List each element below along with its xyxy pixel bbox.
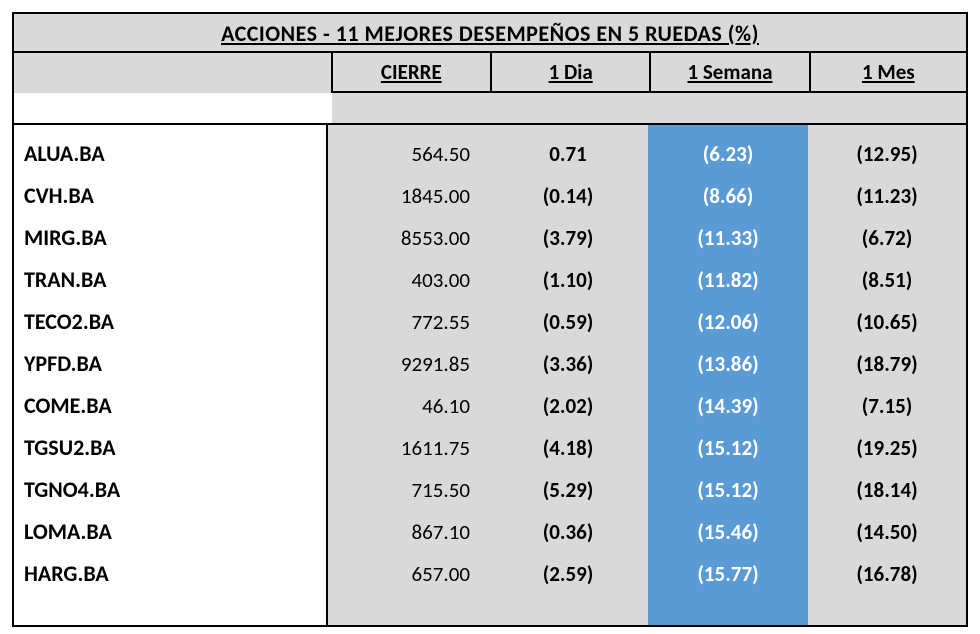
cierre-cell: 772.55 (328, 301, 488, 343)
ticker-cell: COME.BA (24, 385, 326, 427)
dia-cell: (3.79) (488, 217, 648, 259)
values-area: 564.50 1845.00 8553.00 403.00 772.55 929… (328, 125, 966, 625)
mes-cell: (18.14) (808, 469, 966, 511)
semana-cell: (6.23) (648, 133, 808, 175)
cierre-cell: 867.10 (328, 511, 488, 553)
cierre-cell: 657.00 (328, 553, 488, 595)
spacer-row (14, 93, 966, 123)
semana-cell: (8.66) (648, 175, 808, 217)
cierre-cell: 564.50 (328, 133, 488, 175)
dia-cell: (0.59) (488, 301, 648, 343)
cierre-cell: 403.00 (328, 259, 488, 301)
table-header-row: CIERRE 1 Dia 1 Semana 1 Mes (14, 53, 966, 93)
semana-cell: (15.77) (648, 553, 808, 595)
ticker-cell: TGSU2.BA (24, 427, 326, 469)
cierre-cell: 1611.75 (328, 427, 488, 469)
ticker-cell: LOMA.BA (24, 511, 326, 553)
mes-cell: (8.51) (808, 259, 966, 301)
table-title: ACCIONES - 11 MEJORES DESEMPEÑOS EN 5 RU… (14, 14, 966, 53)
spacer-ticker (14, 93, 332, 123)
ticker-cell: CVH.BA (24, 175, 326, 217)
dia-cell: (4.18) (488, 427, 648, 469)
semana-cell: (13.86) (648, 343, 808, 385)
ticker-cell: ALUA.BA (24, 133, 326, 175)
mes-cell: (19.25) (808, 427, 966, 469)
mes-cell: (14.50) (808, 511, 966, 553)
semana-cell: (12.06) (648, 301, 808, 343)
semana-column: (6.23) (8.66) (11.33) (11.82) (12.06) (1… (648, 125, 808, 625)
cierre-cell: 8553.00 (328, 217, 488, 259)
header-cierre: CIERRE (331, 53, 490, 93)
ticker-column: ALUA.BA CVH.BA MIRG.BA TRAN.BA TECO2.BA … (14, 125, 328, 625)
dia-cell: (3.36) (488, 343, 648, 385)
ticker-cell: HARG.BA (24, 553, 326, 595)
cierre-column: 564.50 1845.00 8553.00 403.00 772.55 929… (328, 125, 488, 625)
semana-cell: (15.12) (648, 427, 808, 469)
ticker-cell: TRAN.BA (24, 259, 326, 301)
mes-cell: (16.78) (808, 553, 966, 595)
semana-cell: (11.33) (648, 217, 808, 259)
mes-cell: (18.79) (808, 343, 966, 385)
dia-cell: (1.10) (488, 259, 648, 301)
mes-cell: (12.95) (808, 133, 966, 175)
dia-cell: 0.71 (488, 133, 648, 175)
cierre-cell: 1845.00 (328, 175, 488, 217)
dia-cell: (5.29) (488, 469, 648, 511)
ticker-cell: YPFD.BA (24, 343, 326, 385)
ticker-cell: TGNO4.BA (24, 469, 326, 511)
cierre-cell: 46.10 (328, 385, 488, 427)
header-ticker (14, 53, 331, 93)
dia-cell: (2.02) (488, 385, 648, 427)
cierre-cell: 9291.85 (328, 343, 488, 385)
mes-cell: (11.23) (808, 175, 966, 217)
dia-cell: (0.36) (488, 511, 648, 553)
semana-cell: (11.82) (648, 259, 808, 301)
semana-cell: (15.12) (648, 469, 808, 511)
mes-cell: (7.15) (808, 385, 966, 427)
data-area: ALUA.BA CVH.BA MIRG.BA TRAN.BA TECO2.BA … (14, 123, 966, 625)
dia-cell: (0.14) (488, 175, 648, 217)
mes-cell: (10.65) (808, 301, 966, 343)
semana-cell: (15.46) (648, 511, 808, 553)
ticker-cell: TECO2.BA (24, 301, 326, 343)
dia-column: 0.71 (0.14) (3.79) (1.10) (0.59) (3.36) … (488, 125, 648, 625)
semana-cell: (14.39) (648, 385, 808, 427)
stock-performance-table: ACCIONES - 11 MEJORES DESEMPEÑOS EN 5 RU… (12, 12, 968, 627)
spacer-values (332, 93, 966, 123)
header-mes: 1 Mes (809, 53, 966, 93)
header-dia: 1 Dia (490, 53, 649, 93)
mes-cell: (6.72) (808, 217, 966, 259)
ticker-cell: MIRG.BA (24, 217, 326, 259)
dia-cell: (2.59) (488, 553, 648, 595)
cierre-cell: 715.50 (328, 469, 488, 511)
header-semana: 1 Semana (649, 53, 808, 93)
mes-column: (12.95) (11.23) (6.72) (8.51) (10.65) (1… (808, 125, 966, 625)
